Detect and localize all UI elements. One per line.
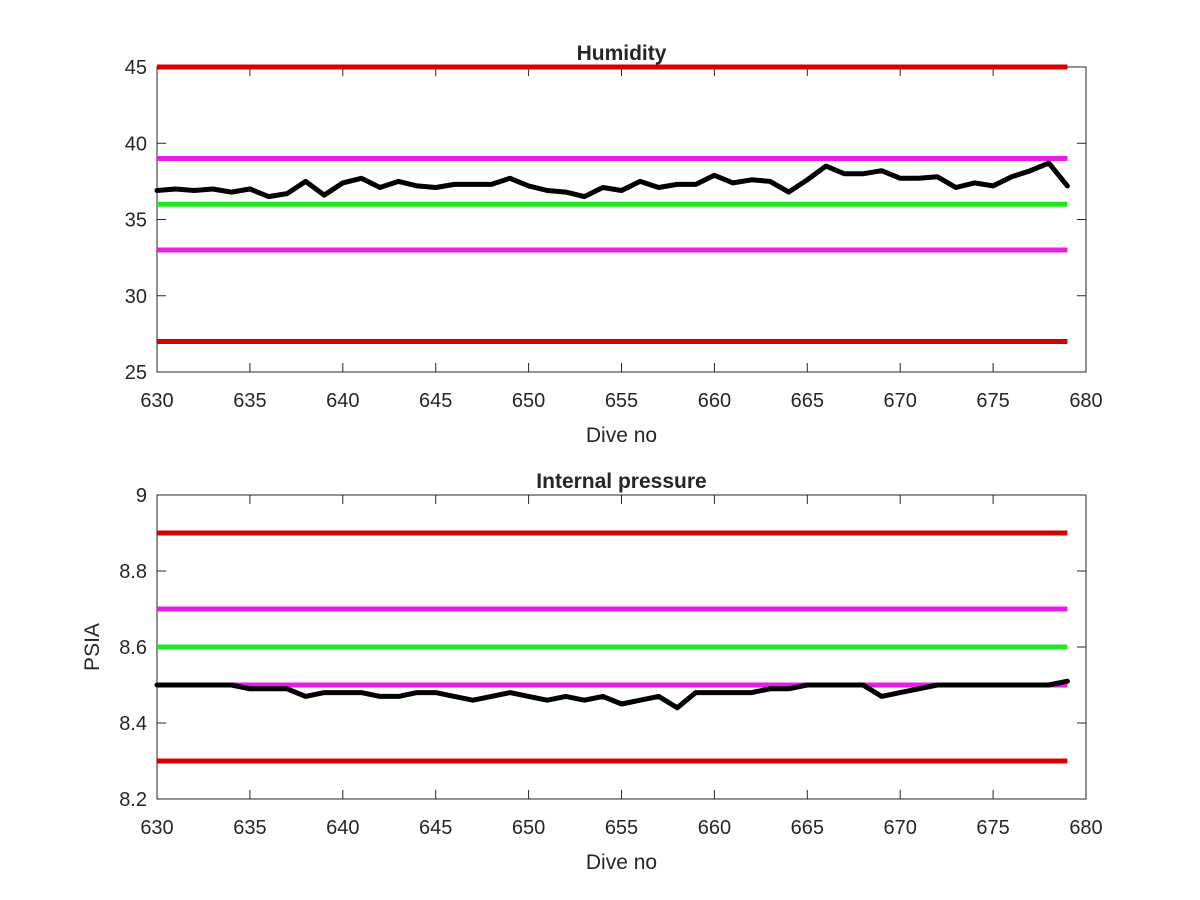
x-tick-label: 635	[233, 390, 266, 412]
axes-box	[156, 66, 1087, 373]
x-tick-label: 635	[233, 817, 266, 839]
x-tick-label: 630	[140, 817, 173, 839]
chart-title: Humidity	[577, 42, 667, 65]
x-tick-label: 675	[976, 817, 1009, 839]
x-tick-label: 660	[698, 390, 731, 412]
x-tick-label: 680	[1069, 390, 1102, 412]
y-tick-label: 35	[125, 210, 147, 232]
y-tick-label: 9	[136, 485, 147, 507]
y-tick-label: 8.6	[119, 637, 147, 659]
y-tick-label: 8.4	[119, 713, 147, 735]
x-tick-label: 645	[419, 817, 452, 839]
x-tick-label: 655	[605, 817, 638, 839]
y-tick-label: 45	[125, 57, 147, 79]
x-tick-label: 630	[140, 390, 173, 412]
data-line	[154, 678, 1070, 711]
internal-pressure-panel: 630 635 640 645 650 655 660 665 670 675 680 8.2 8.4 8…	[81, 470, 1103, 874]
y-tick-label: 8.2	[119, 789, 147, 811]
x-tick-label: 650	[512, 817, 545, 839]
x-tick-label: 665	[791, 390, 824, 412]
humidity-panel: 630 635 640 645 650 655 660 665 670 675 680 25 30 35 4…	[125, 42, 1103, 447]
x-tick-label: 655	[605, 390, 638, 412]
x-axis-label: Dive no	[586, 851, 657, 874]
x-tick-label: 640	[326, 817, 359, 839]
x-tick-label: 670	[884, 390, 917, 412]
x-tick-label: 640	[326, 390, 359, 412]
y-axis-label: PSIA	[81, 623, 104, 671]
x-tick-label: 665	[791, 817, 824, 839]
x-tick-label: 675	[976, 390, 1009, 412]
y-tick-label: 40	[125, 133, 147, 155]
chart-title: Internal pressure	[536, 470, 706, 493]
x-tick-label: 680	[1069, 817, 1102, 839]
data-line	[154, 160, 1070, 200]
x-axis-label: Dive no	[586, 424, 657, 447]
y-tick-label: 8.8	[119, 561, 147, 583]
y-tick-label: 25	[125, 362, 147, 384]
x-tick-label: 650	[512, 390, 545, 412]
x-tick-label: 645	[419, 390, 452, 412]
x-tick-label: 660	[698, 817, 731, 839]
y-tick-label: 30	[125, 286, 147, 308]
x-tick-label: 670	[884, 817, 917, 839]
